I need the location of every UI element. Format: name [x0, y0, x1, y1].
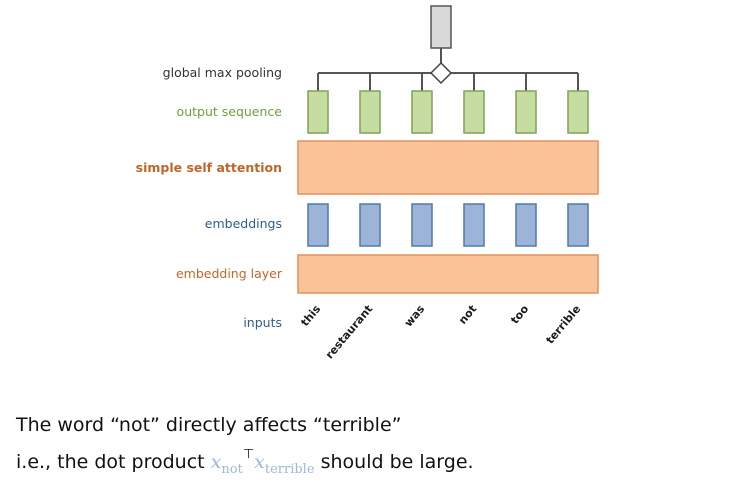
math-sub-not: not [221, 462, 243, 477]
pooled-output-box [430, 5, 452, 49]
math-transpose: ⊤ [242, 447, 255, 462]
embedding-layer-block [297, 254, 599, 294]
label-global-max-pooling: global max pooling [163, 65, 282, 80]
dot-product-expression: xnot⊤xterrible [210, 447, 315, 477]
caption-line-2: i.e., the dot product xnot⊤xterrible sho… [16, 447, 474, 477]
output-vector-box [359, 90, 381, 134]
label-embeddings: embeddings [205, 216, 282, 231]
input-token: not [456, 303, 479, 327]
input-token: too [508, 302, 531, 326]
output-sequence-boxes [307, 90, 589, 134]
label-output-sequence: output sequence [177, 104, 283, 119]
output-vector-box [515, 90, 537, 134]
label-inputs: inputs [243, 315, 282, 330]
architecture-diagram: global max pooling output sequence simpl… [136, 5, 599, 361]
caption-prefix: i.e., the dot product [16, 451, 205, 473]
embedding-vector-box [463, 203, 485, 247]
math-x-not: x [210, 451, 222, 473]
input-token: terrible [543, 303, 583, 347]
output-vector-box [463, 90, 485, 134]
caption-line-1: The word “not” directly affects “terribl… [16, 414, 402, 436]
output-vector-box [411, 90, 433, 134]
embedding-vector-box [567, 203, 589, 247]
embedding-vector-boxes [307, 203, 589, 247]
caption-suffix: should be large. [320, 451, 474, 473]
label-simple-self-attention: simple self attention [136, 160, 282, 175]
max-pool-diamond [429, 61, 453, 85]
input-token: was [402, 302, 428, 329]
input-token: this [298, 302, 323, 329]
embedding-vector-box [307, 203, 329, 247]
input-token: restaurant [323, 303, 375, 362]
math-sub-terrible: terrible [264, 462, 315, 477]
input-tokens: this restaurant was not too terrible [298, 302, 583, 361]
pooling-drop-lines [317, 73, 579, 91]
embedding-vector-box [515, 203, 537, 247]
embedding-vector-box [359, 203, 381, 247]
output-vector-box [307, 90, 329, 134]
embedding-vector-box [411, 203, 433, 247]
output-vector-box [567, 90, 589, 134]
math-x-terrible: x [254, 451, 265, 473]
label-embedding-layer: embedding layer [176, 266, 283, 281]
self-attention-block [297, 140, 599, 195]
